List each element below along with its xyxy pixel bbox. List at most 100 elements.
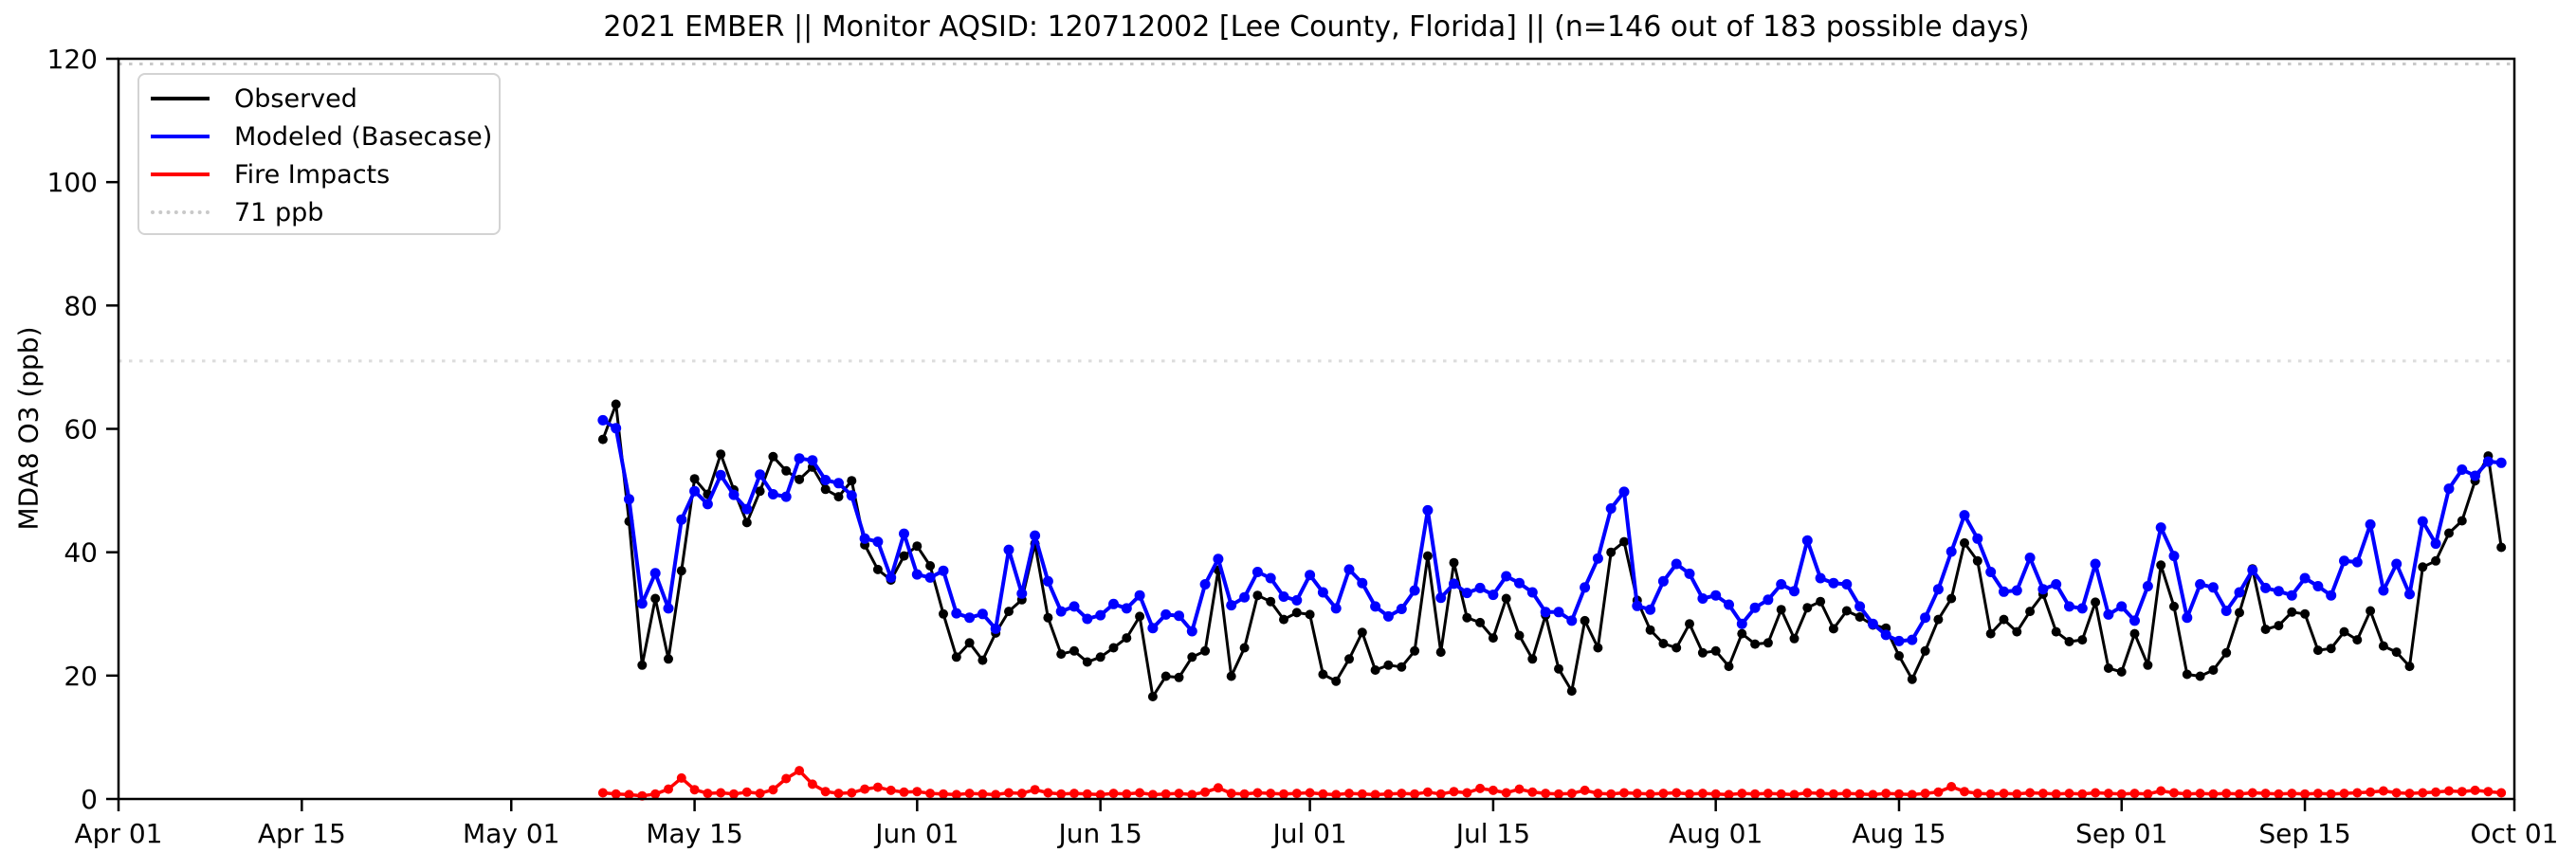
data-point xyxy=(1397,789,1407,799)
data-point xyxy=(1147,789,1158,800)
data-point xyxy=(1880,629,1891,641)
modeled-series-line xyxy=(600,418,2504,644)
data-point xyxy=(1135,788,1145,798)
data-point xyxy=(2012,626,2022,637)
data-point xyxy=(1266,596,1276,607)
data-point xyxy=(1828,624,1838,634)
data-point xyxy=(1776,579,1787,590)
data-point xyxy=(676,566,686,576)
data-point xyxy=(977,789,988,799)
data-point xyxy=(2090,558,2101,570)
data-point xyxy=(716,788,726,798)
data-point xyxy=(780,491,792,502)
data-point xyxy=(2391,647,2402,658)
data-point xyxy=(2091,597,2101,608)
data-point xyxy=(1854,612,1865,622)
data-point xyxy=(795,766,805,776)
data-point xyxy=(1213,554,1224,565)
data-point xyxy=(1291,789,1302,799)
data-point xyxy=(1907,674,1917,684)
data-point xyxy=(2457,787,2467,797)
data-point xyxy=(2037,584,2049,595)
data-point xyxy=(1554,789,1563,799)
data-point xyxy=(1526,587,1538,598)
data-point xyxy=(977,608,988,620)
data-point xyxy=(1763,638,1773,648)
data-point xyxy=(2431,555,2441,566)
data-point xyxy=(1318,789,1328,799)
data-point xyxy=(676,514,687,525)
data-point xyxy=(1632,600,1643,611)
data-point xyxy=(807,779,817,789)
data-point xyxy=(1213,783,1223,793)
data-point xyxy=(925,561,936,571)
data-point xyxy=(1343,564,1355,575)
data-point xyxy=(1932,584,1944,595)
legend-label-fire: Fire Impacts xyxy=(234,159,391,190)
data-point xyxy=(2220,606,2232,616)
data-point xyxy=(1135,611,1145,622)
data-point xyxy=(2156,560,2166,571)
x-axis: Apr 01 Apr 15 May 01 May 15 Jun 01 Jun 15 Jul … xyxy=(75,799,2558,849)
data-point xyxy=(1789,789,1800,800)
observed-series-line xyxy=(601,403,2503,699)
data-point xyxy=(1239,643,1250,653)
y-tick-label: 80 xyxy=(64,290,98,321)
data-point xyxy=(899,551,909,561)
data-point xyxy=(2195,789,2205,799)
data-point xyxy=(1265,572,1276,584)
data-point xyxy=(1894,651,1904,661)
data-point xyxy=(1134,590,1145,601)
y-tick-label: 100 xyxy=(47,167,98,198)
data-point xyxy=(2457,464,2468,475)
data-point xyxy=(1200,645,1211,656)
data-point xyxy=(1357,577,1368,589)
data-point xyxy=(2300,789,2311,799)
data-point xyxy=(741,787,752,797)
data-point xyxy=(2103,663,2113,673)
data-point xyxy=(794,453,805,464)
data-point xyxy=(1199,579,1211,590)
data-point xyxy=(1108,643,1119,653)
data-point xyxy=(2431,787,2441,797)
data-point xyxy=(2037,789,2048,799)
data-point xyxy=(1724,662,1734,672)
data-point xyxy=(833,492,844,502)
data-point xyxy=(1122,789,1132,799)
data-point xyxy=(1004,607,1014,617)
data-point xyxy=(2234,587,2245,598)
data-point xyxy=(1108,598,1119,609)
data-point xyxy=(1710,590,1722,601)
data-point xyxy=(2287,789,2297,799)
data-point xyxy=(1710,645,1721,656)
data-point xyxy=(1160,789,1171,799)
data-point xyxy=(1004,788,1014,798)
data-point xyxy=(1592,553,1603,564)
data-point xyxy=(1422,787,1433,797)
modeled-line-swatch xyxy=(151,135,210,138)
data-point xyxy=(2116,601,2128,612)
data-point xyxy=(1239,789,1250,799)
data-point xyxy=(2365,518,2376,530)
data-point xyxy=(1605,503,1617,514)
data-point xyxy=(1658,789,1669,799)
data-point xyxy=(1618,486,1630,498)
data-point xyxy=(1252,590,1263,601)
data-point xyxy=(664,784,673,794)
legend-item-threshold: 71 ppb xyxy=(151,193,499,231)
x-tick-label: Jul 15 xyxy=(1454,818,1530,849)
data-point xyxy=(2182,789,2192,799)
data-point xyxy=(1933,614,1944,625)
data-point xyxy=(768,785,778,795)
data-point xyxy=(2351,556,2363,568)
data-point xyxy=(611,423,622,434)
data-point xyxy=(2312,581,2324,591)
data-point xyxy=(1972,555,1982,566)
data-point xyxy=(1082,613,1093,625)
data-point xyxy=(2378,641,2388,651)
data-point xyxy=(2156,786,2166,796)
data-point xyxy=(1841,789,1852,799)
data-point xyxy=(1841,579,1853,590)
fire-line-swatch xyxy=(151,172,210,176)
